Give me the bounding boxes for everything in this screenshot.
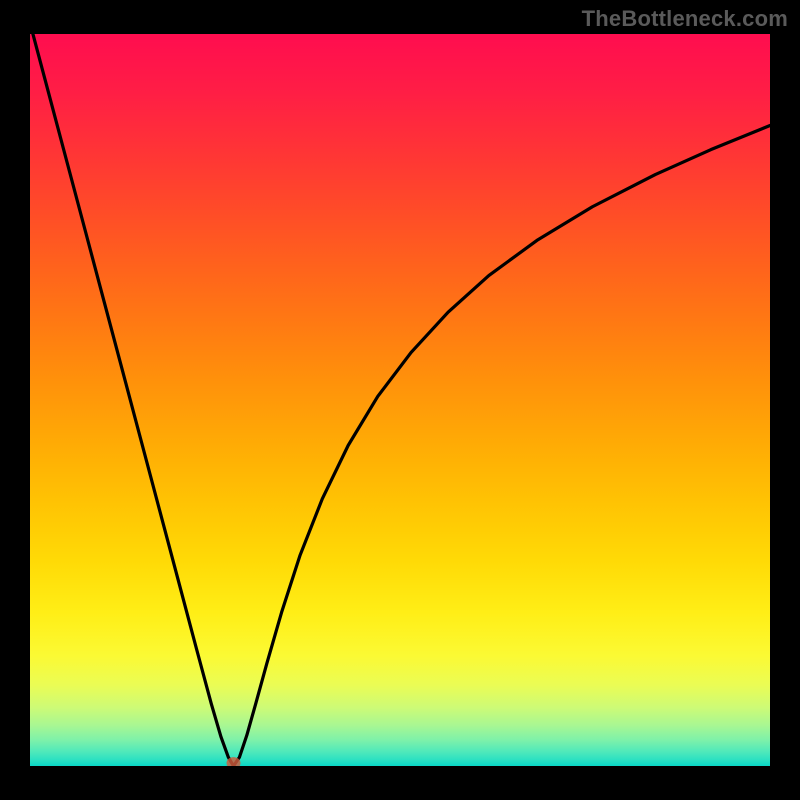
curve-path <box>30 34 770 766</box>
chart-frame: TheBottleneck.com <box>0 0 800 800</box>
watermark-text: TheBottleneck.com <box>582 6 788 32</box>
plot-area <box>30 34 770 766</box>
bottleneck-curve <box>30 34 770 766</box>
